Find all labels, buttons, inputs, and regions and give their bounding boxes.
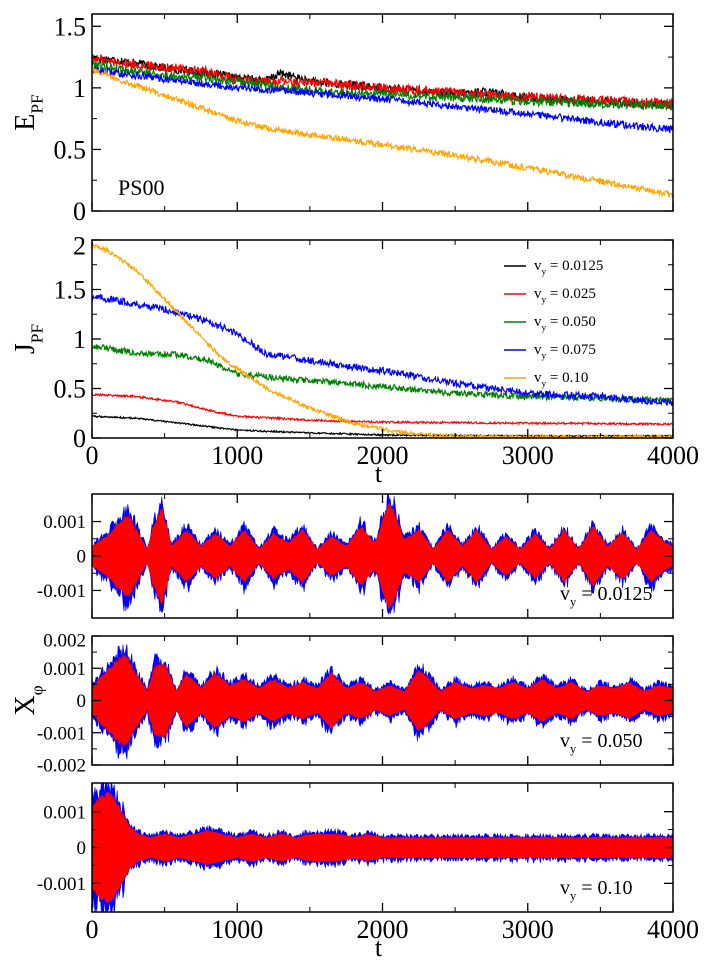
legend: vy = 0.0125 vy = 0.025 vy = 0.050 vy = 0.07… [504, 258, 603, 390]
y-axis-label-text: Xφ [10, 685, 46, 715]
y-tick-label: 0.001 [43, 512, 86, 533]
y-tick-label: 0.001 [43, 659, 86, 680]
panel-vy-label: vy = 0.10 [560, 877, 632, 903]
plot-frame [91, 13, 674, 212]
x-tick-label: 3000 [502, 441, 554, 470]
y-axis-label-text: EPF [10, 94, 46, 131]
legend-entry: vy = 0.025 [534, 286, 596, 306]
x-tick-label: 1000 [211, 441, 263, 470]
signal-envelope-inner [92, 791, 673, 904]
y-axis-label-text: JPF [10, 324, 46, 355]
y-tick-label: 0 [77, 838, 87, 859]
series-line-3 [92, 65, 673, 133]
panel-E_PF: 0 0.5 1 1.5 EPF PS00 [10, 12, 674, 226]
y-axis-label: Xφ [10, 685, 46, 715]
plot-area [92, 783, 673, 912]
y-tick-label: 0 [77, 547, 87, 568]
series-line-4 [92, 67, 673, 198]
panel-X_phi_2: -0.002 -0.001 0 0.001 0.002 Xφ vy = 0.050 [10, 630, 674, 777]
plot-area [92, 53, 673, 198]
x-tick-label: 2000 [357, 915, 409, 944]
y-axis-label: JPF [10, 324, 46, 355]
y-tick-label: 0.5 [54, 136, 87, 165]
x-axis-label: t [375, 933, 383, 962]
y-tick-label: -0.001 [37, 874, 86, 895]
y-tick-label: 1.5 [54, 12, 87, 41]
x-tick-label: 0 [86, 441, 99, 470]
x-axis-label: t [375, 459, 383, 488]
y-tick-label: 0 [77, 691, 87, 712]
x-tick-label: 4000 [647, 915, 699, 944]
panel-X_phi_1: -0.001 0 0.001 vy = 0.0125 [37, 493, 674, 619]
series-line-3 [92, 293, 673, 407]
plot-area [92, 494, 673, 615]
plot-area [92, 644, 673, 760]
series-line-1 [92, 392, 673, 427]
panel-vy-label: vy = 0.0125 [560, 583, 652, 609]
y-tick-label: -0.001 [37, 581, 86, 602]
y-tick-label: -0.001 [37, 723, 86, 744]
y-tick-label: 0.001 [43, 802, 86, 823]
panel-vy-label: vy = 0.050 [560, 730, 642, 756]
y-tick-label: 1 [73, 325, 86, 354]
x-tick-label: 2000 [357, 441, 409, 470]
panel-J_PF: 0 0.5 1 1.5 2 0 1000 2000 3000 4000 t JPF vy = 0.012… [10, 231, 699, 488]
series-line-2 [92, 343, 673, 405]
signal-envelope-inner [92, 502, 673, 610]
y-tick-label: 0.002 [43, 630, 86, 651]
y-tick-label: 0.5 [54, 375, 87, 404]
y-tick-label: 0 [73, 424, 86, 453]
y-tick-label: 1.5 [54, 276, 87, 305]
y-tick-label: 2 [73, 231, 86, 260]
panel-annotation: PS00 [118, 175, 164, 200]
x-tick-label: 3000 [502, 915, 554, 944]
y-tick-label: 1 [73, 74, 86, 103]
y-axis-label: EPF [10, 94, 46, 131]
legend-entry: vy = 0.0125 [534, 258, 603, 278]
legend-entry: vy = 0.050 [534, 314, 596, 334]
signal-envelope-inner [92, 654, 673, 747]
x-tick-label: 4000 [647, 441, 699, 470]
y-tick-label: -0.002 [37, 756, 86, 777]
y-tick-label: 0 [73, 197, 86, 226]
legend-entry: vy = 0.075 [534, 342, 596, 362]
series-line-2 [92, 59, 673, 112]
x-tick-label: 0 [86, 915, 99, 944]
x-tick-label: 1000 [211, 915, 263, 944]
legend-entry: vy = 0.10 [534, 370, 588, 390]
